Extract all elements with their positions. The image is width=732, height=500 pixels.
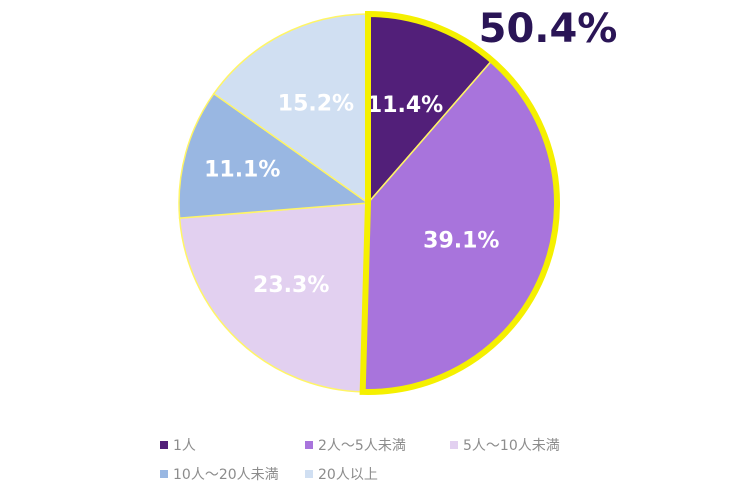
legend-item-2: 2人～5人未満 [305, 438, 406, 454]
legend-item-3: 5人～10人未満 [450, 438, 560, 454]
legend-swatch-5 [305, 470, 313, 478]
legend-swatch-2 [305, 441, 313, 449]
slice-label-3: 23.3% [253, 273, 329, 298]
pie-slice-5 [212, 13, 369, 205]
legend-item-4: 10人～20人未満 [160, 467, 279, 483]
legend-swatch-4 [160, 470, 168, 478]
pie-slices [178, 13, 558, 393]
legend-label-4: 10人～20人未満 [173, 467, 279, 483]
legend-item-5: 20人以上 [305, 467, 378, 483]
legend-label-2: 2人～5人未満 [318, 438, 406, 454]
pie-slice-4 [178, 92, 371, 219]
legend-label-1: 1人 [173, 438, 196, 454]
slice-label-2: 39.1% [423, 228, 499, 253]
slice-label-4: 11.1% [204, 157, 280, 182]
legend-swatch-1 [160, 441, 168, 449]
highlight-outline-path [359, 10, 560, 395]
highlight-callout: 50.4% [479, 6, 618, 52]
slice-label-5: 15.2% [278, 91, 354, 116]
slice-label-1: 11.4% [367, 93, 443, 118]
slice-labels: 11.4% 39.1% 23.3% 11.1% 15.2% [204, 91, 499, 298]
legend-label-3: 5人～10人未満 [463, 438, 560, 454]
legend-swatch-3 [450, 441, 458, 449]
highlight-outline [359, 10, 560, 395]
legend-label-5: 20人以上 [318, 467, 378, 483]
pie-slice-3 [178, 202, 369, 393]
legend-item-1: 1人 [160, 438, 196, 454]
legend: 1人 2人～5人未満 5人～10人未満 10人～20人未満 20人以上 [160, 438, 560, 483]
